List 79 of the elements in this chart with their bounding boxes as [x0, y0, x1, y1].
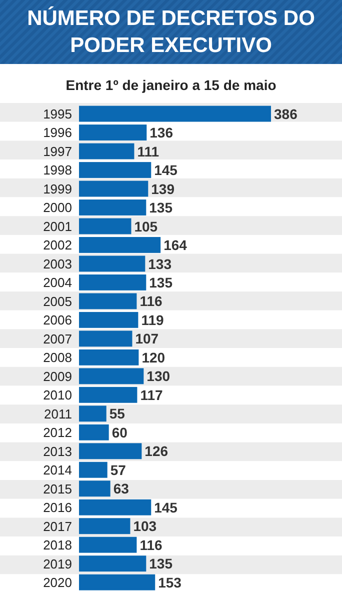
data-label: 120 — [142, 349, 166, 366]
y-tick-label: 2003 — [43, 256, 72, 272]
y-tick-label: 1999 — [43, 181, 72, 196]
data-label: 126 — [144, 443, 168, 460]
data-label: 386 — [274, 106, 298, 122]
bar — [79, 386, 138, 403]
bar — [79, 162, 152, 178]
y-tick-label: 2017 — [43, 518, 72, 534]
data-label: 117 — [140, 386, 163, 403]
y-tick-label: 2009 — [43, 368, 72, 384]
data-label: 57 — [110, 462, 126, 478]
data-label: 136 — [150, 124, 174, 141]
data-label: 107 — [135, 330, 159, 347]
data-label: 116 — [140, 293, 162, 310]
y-tick-label: 1996 — [43, 125, 72, 140]
bar — [79, 424, 109, 440]
bar — [79, 143, 134, 160]
bar — [79, 218, 132, 234]
y-tick-label: 2011 — [44, 406, 72, 422]
y-tick-label: 2010 — [43, 388, 72, 403]
bar — [79, 480, 110, 497]
chart-subtitle: Entre 1º de janeiro a 15 de maio — [66, 77, 276, 93]
data-label: 153 — [158, 574, 182, 590]
bar — [79, 312, 138, 328]
bar — [79, 462, 108, 478]
bar — [79, 368, 144, 384]
bar — [79, 237, 161, 253]
data-label: 119 — [141, 312, 164, 328]
bar — [79, 499, 152, 516]
data-label: 135 — [149, 274, 173, 290]
y-tick-label: 2000 — [43, 200, 72, 216]
y-tick-label: 1997 — [43, 144, 72, 159]
y-tick-label: 2005 — [43, 294, 72, 309]
bar — [79, 518, 130, 534]
data-label: 164 — [164, 237, 188, 254]
data-label: 133 — [148, 256, 172, 272]
data-label: 145 — [154, 162, 178, 178]
bar — [79, 200, 146, 216]
y-tick-label: 2018 — [43, 538, 72, 553]
y-tick-label: 2008 — [43, 350, 72, 366]
data-label: 130 — [146, 368, 170, 384]
bar — [79, 536, 137, 553]
y-tick-label: 2016 — [43, 500, 72, 516]
y-tick-label: 2007 — [43, 331, 72, 346]
y-tick-label: 2014 — [43, 462, 72, 478]
data-label: 103 — [133, 518, 157, 534]
bar — [79, 330, 132, 347]
bar — [79, 180, 148, 197]
data-label: 145 — [154, 499, 178, 516]
bar — [79, 349, 139, 366]
data-label: 135 — [149, 200, 173, 216]
bar — [79, 124, 147, 140]
data-label: 55 — [109, 406, 126, 422]
data-label: 63 — [113, 480, 130, 497]
y-tick-label: 2012 — [43, 425, 72, 440]
y-tick-label: 2019 — [43, 556, 72, 572]
y-tick-label: 2002 — [43, 238, 72, 253]
bar — [79, 443, 142, 460]
data-label: 111 — [137, 143, 160, 160]
bar — [79, 256, 146, 272]
data-label: 105 — [134, 218, 158, 234]
bar — [79, 293, 137, 310]
y-tick-label: 2004 — [43, 275, 72, 290]
chart-title: NÚMERO DE DECRETOS DO PODER EXECUTIVO — [27, 6, 315, 57]
y-tick-label: 2020 — [43, 575, 72, 590]
y-tick-label: 2001 — [43, 218, 72, 234]
data-label: 60 — [112, 424, 128, 440]
data-label: 135 — [149, 556, 173, 572]
y-tick-label: 2015 — [43, 481, 72, 496]
bar — [79, 556, 146, 572]
y-tick-label: 1998 — [43, 162, 72, 178]
bar — [79, 574, 156, 590]
bar — [79, 406, 106, 422]
data-label: 139 — [151, 180, 175, 197]
y-tick-label: 2006 — [43, 312, 72, 328]
y-tick-label: 2013 — [43, 444, 72, 459]
y-tick-label: 1995 — [43, 106, 72, 122]
bar — [79, 274, 146, 290]
data-label: 116 — [140, 536, 162, 553]
